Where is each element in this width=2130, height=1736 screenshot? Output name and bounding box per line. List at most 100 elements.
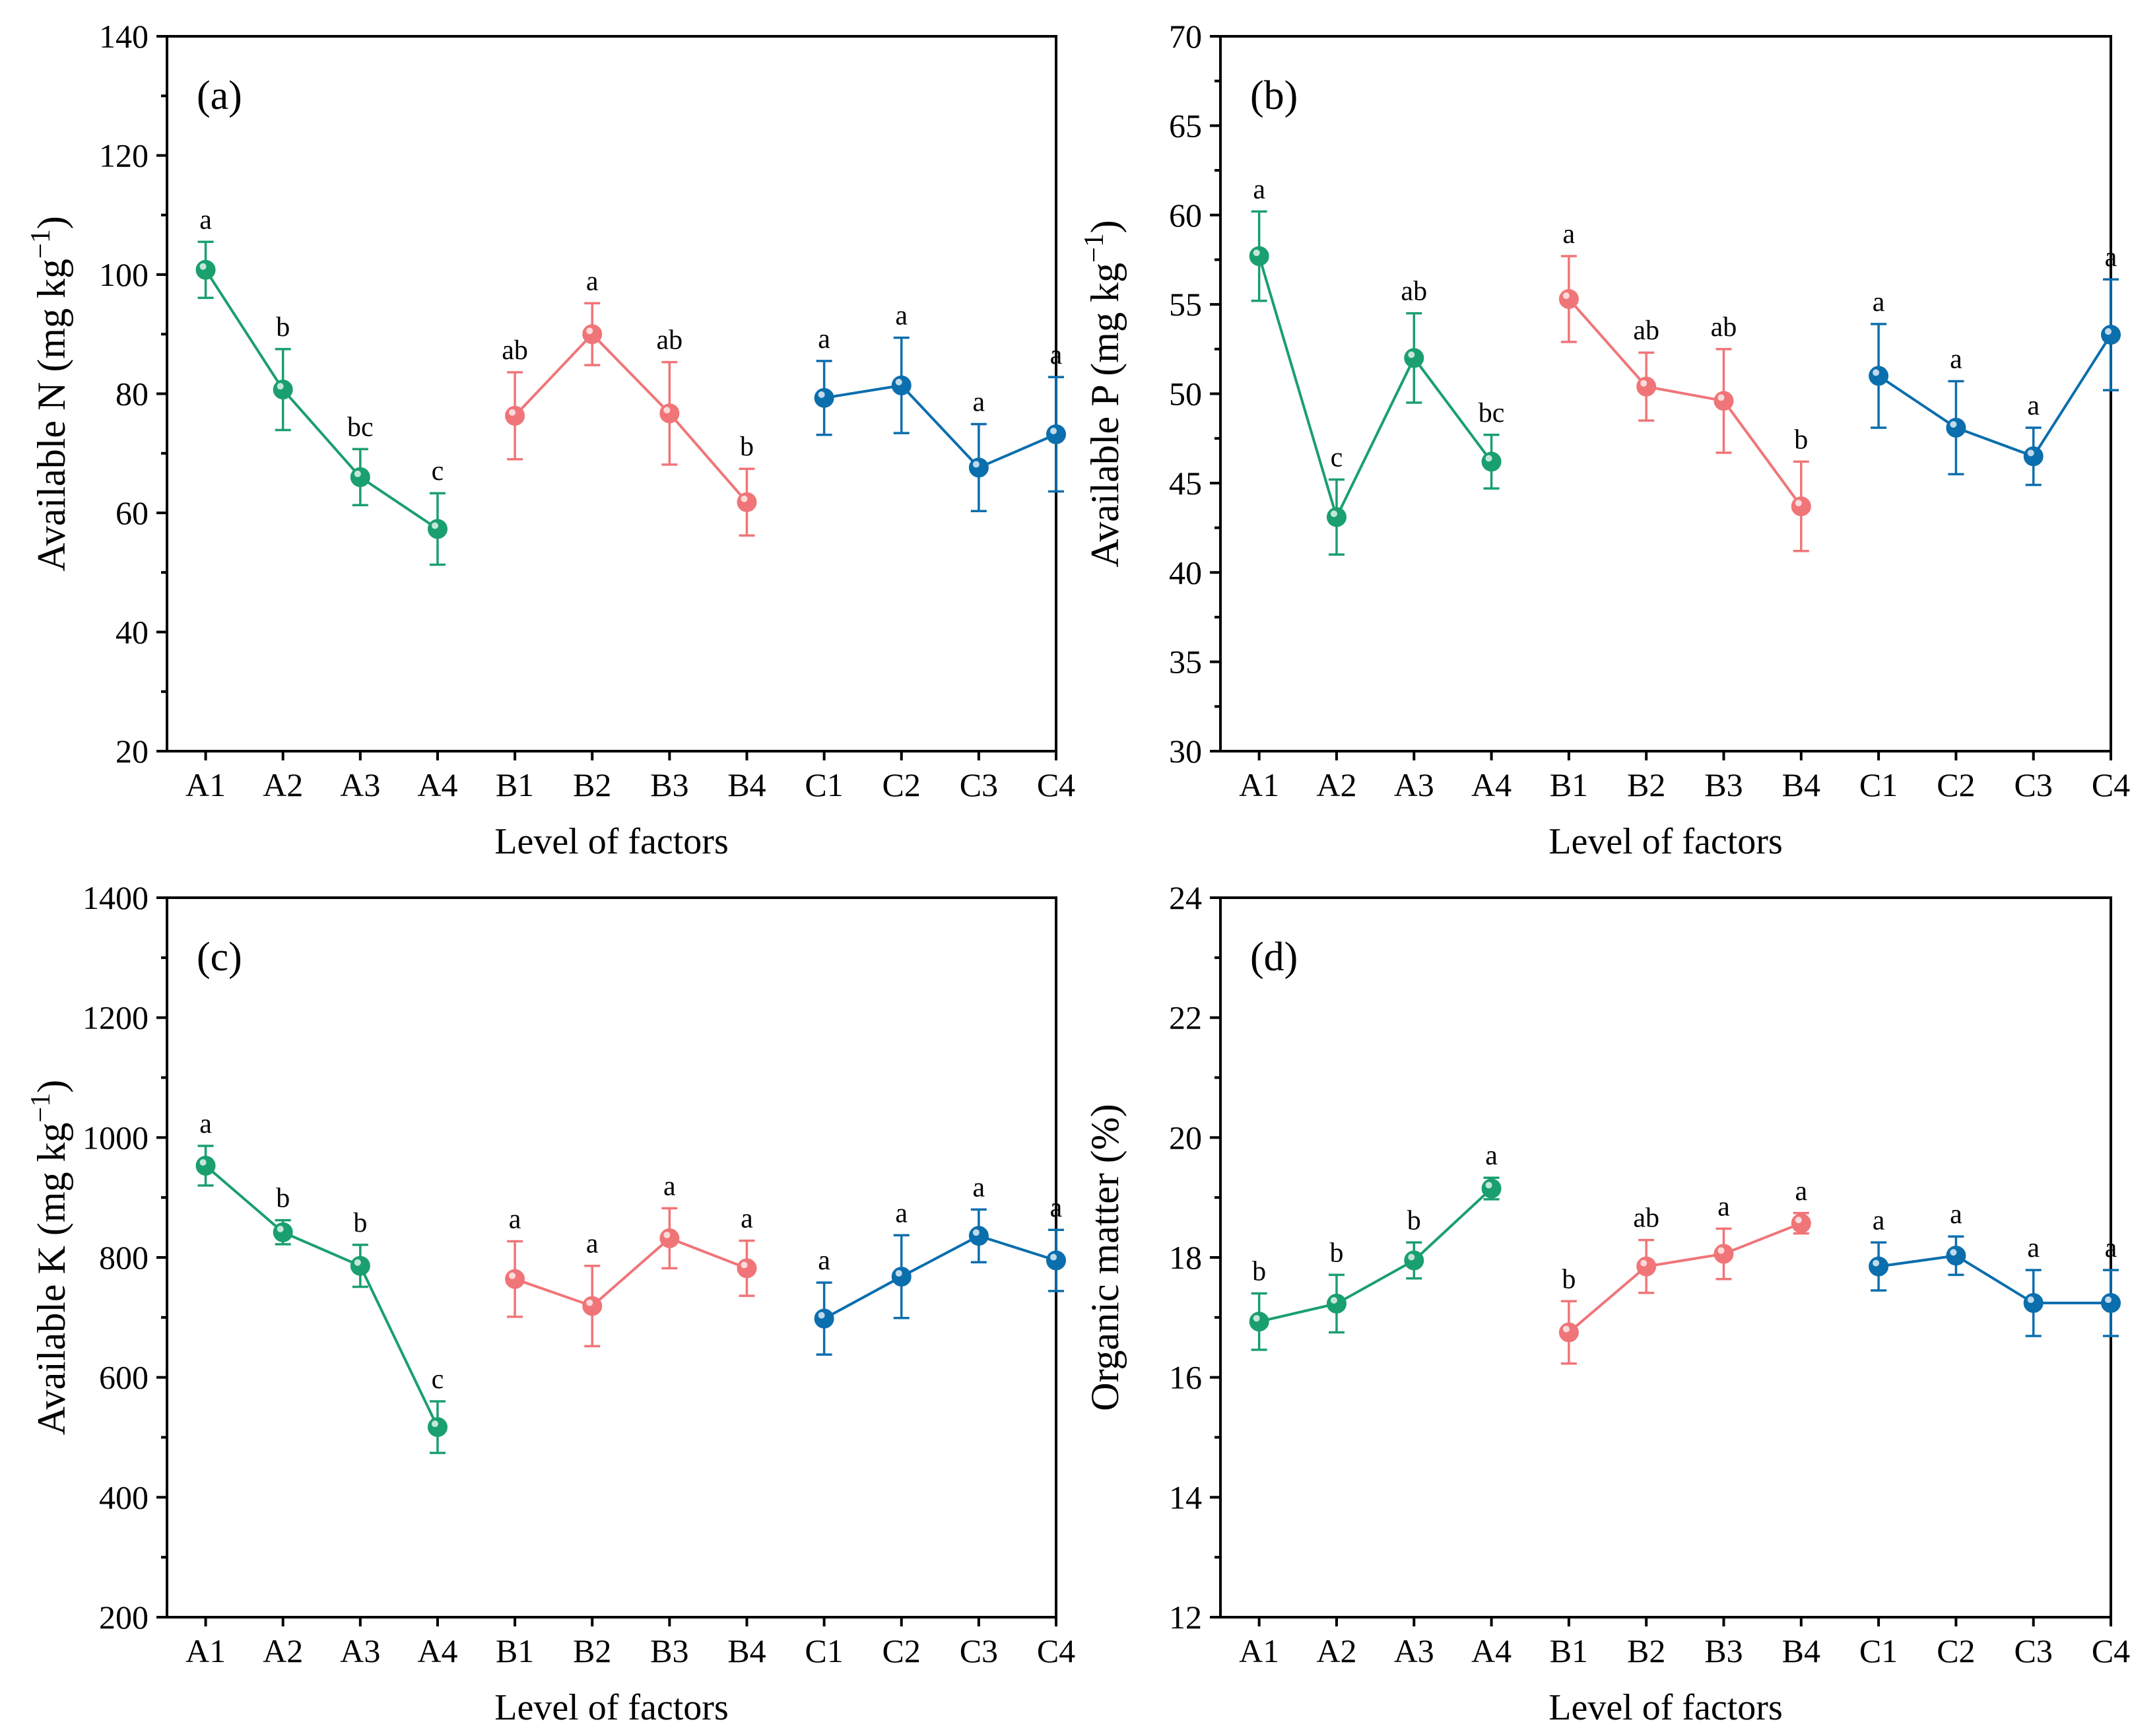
series-B: ab a ab b <box>502 266 757 537</box>
y-tick-label: 50 <box>1169 376 1202 413</box>
y-tick-label: 600 <box>99 1359 149 1396</box>
data-point <box>814 387 834 408</box>
series-line-C <box>1877 334 2112 458</box>
significance-letter: a <box>2027 1233 2040 1263</box>
series-B: a a a a <box>505 1172 757 1348</box>
x-axis-title: Level of factors <box>1548 1687 1782 1728</box>
series-B: a ab ab b <box>1558 219 1811 552</box>
data-point <box>737 492 757 512</box>
y-tick-label: 800 <box>99 1239 149 1276</box>
panel-label: (d) <box>1250 935 1298 980</box>
data-point-highlight <box>1873 1259 1880 1267</box>
data-point <box>1046 1250 1066 1271</box>
x-tick-label: A4 <box>1471 1632 1512 1669</box>
y-tick-label: 35 <box>1169 644 1202 681</box>
x-tick-label: A1 <box>185 1632 226 1669</box>
significance-letter: a <box>1050 340 1063 370</box>
data-point <box>968 1226 989 1246</box>
data-point-highlight <box>1640 380 1647 387</box>
data-point-highlight <box>1330 510 1337 517</box>
significance-letter: a <box>818 1246 830 1276</box>
y-tick-label: 24 <box>1169 879 1202 916</box>
x-tick-label: B1 <box>1550 1632 1588 1669</box>
data-point <box>273 380 293 400</box>
data-point <box>1481 1178 1502 1199</box>
data-point <box>1636 1256 1657 1277</box>
series-line-A <box>205 1164 439 1428</box>
panel-label: (c) <box>197 935 242 980</box>
significance-letter: a <box>973 1172 985 1203</box>
x-tick-label: B3 <box>650 1632 688 1669</box>
y-axis-title-main: Available K (mg kg <box>30 1122 73 1435</box>
x-tick-label: B3 <box>650 766 688 803</box>
x-tick-label: A1 <box>185 766 226 803</box>
data-point-highlight <box>1950 1249 1957 1256</box>
significance-letter: b <box>740 432 754 462</box>
y-tick-label: 70 <box>1169 18 1202 55</box>
data-point <box>1046 424 1066 444</box>
data-point <box>1404 1250 1424 1271</box>
panel-c: 200 400 600 800 1000 1200 1400 A1 A2 A3 A4 B1 B2 B3 B4… <box>26 879 1075 1728</box>
data-point-highlight <box>431 522 438 529</box>
y-tick-label: 1200 <box>83 999 149 1036</box>
x-tick-label: B4 <box>727 766 766 803</box>
series-line-B <box>514 332 748 504</box>
series-A: a b bc c <box>195 205 448 566</box>
y-tick-label: 200 <box>99 1599 149 1636</box>
x-tick-label: C1 <box>1859 766 1898 803</box>
data-point-highlight <box>818 1312 825 1319</box>
y-tick-label: 40 <box>116 614 149 651</box>
data-point <box>1558 1322 1579 1343</box>
data-point <box>1946 1246 1966 1266</box>
data-point <box>1326 1293 1347 1314</box>
series-A: a b b c <box>195 1109 448 1454</box>
y-tick-label: 45 <box>1169 465 1202 502</box>
y-tick-label: 60 <box>116 494 149 531</box>
data-point <box>1946 417 1966 438</box>
x-tick-label: C4 <box>1037 1632 1075 1669</box>
x-tick-label: A2 <box>263 766 303 803</box>
x-tick-label: A2 <box>1316 766 1356 803</box>
x-tick-label: B3 <box>1704 1632 1743 1669</box>
data-point <box>582 324 603 345</box>
data-point <box>1714 391 1734 411</box>
data-point <box>1791 1213 1811 1234</box>
significance-letter: a <box>973 387 985 418</box>
y-tick-label: 120 <box>99 137 149 174</box>
data-point-highlight <box>354 470 361 477</box>
significance-letter: a <box>1485 1141 1498 1171</box>
y-axis-title-main: Available N (mg kg <box>30 259 73 572</box>
data-point <box>427 1417 448 1438</box>
significance-letter: a <box>2027 391 2040 421</box>
y-tick-label: 55 <box>1169 286 1202 323</box>
y-tick-label: 140 <box>99 18 149 55</box>
y-axis-title-exponent: −1 <box>1079 233 1110 263</box>
significance-letter: b <box>276 1184 290 1214</box>
series-C: a a a a <box>1869 242 2121 486</box>
significance-letter: c <box>432 456 444 486</box>
series-line-B <box>514 1236 748 1308</box>
y-tick-label: 80 <box>116 376 149 413</box>
data-point <box>1481 451 1502 472</box>
significance-letter: ab <box>502 335 528 366</box>
series-B: b ab a a <box>1558 1176 1811 1365</box>
data-point <box>2023 1293 2044 1314</box>
data-point-highlight <box>1717 394 1725 401</box>
panel-label: (a) <box>197 73 242 118</box>
x-tick-label: C1 <box>805 766 843 803</box>
data-point-highlight <box>1050 1253 1057 1261</box>
x-axis-title: Level of factors <box>494 821 728 862</box>
x-tick-label: A4 <box>417 1632 457 1669</box>
significance-letter: a <box>741 1204 753 1234</box>
x-tick-label: B1 <box>1550 766 1588 803</box>
series-line-A <box>1257 255 1493 521</box>
significance-letter: a <box>1873 287 1885 317</box>
y-tick-label: 1400 <box>83 879 149 916</box>
series-line-C <box>824 384 1057 469</box>
data-point-highlight <box>895 378 902 385</box>
data-point <box>505 1269 525 1289</box>
x-tick-label: C2 <box>1937 1632 1975 1669</box>
y-tick-label: 22 <box>1169 999 1202 1036</box>
data-point-highlight <box>2105 328 2112 335</box>
